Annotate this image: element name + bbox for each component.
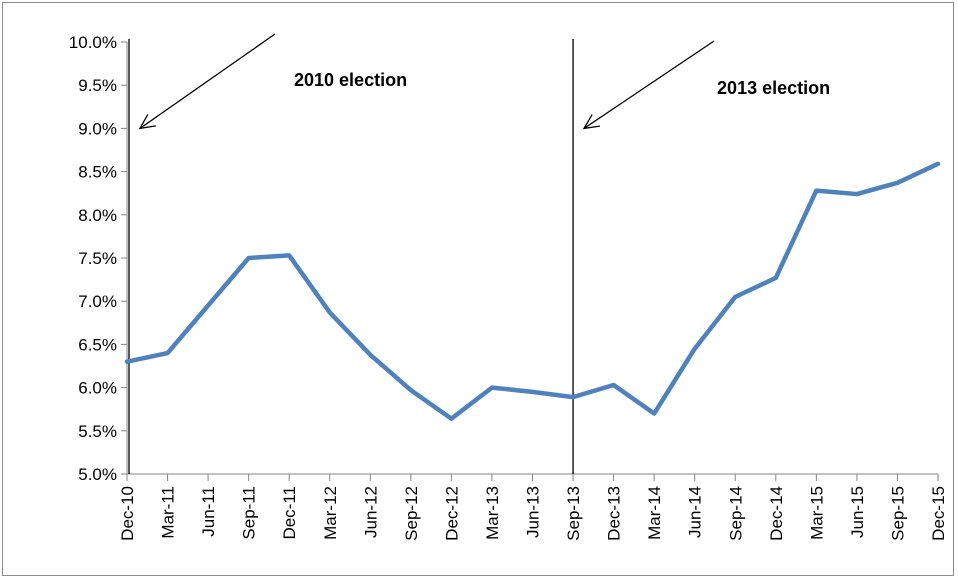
y-tick-label: 7.0% [78,292,117,311]
annotations: 2010 election 2013 election [138,33,830,130]
annotation-label: 2013 election [717,78,830,98]
y-tick-label: 9.5% [78,76,117,95]
x-tick-label: Dec-11 [280,486,299,540]
annotation-arrow [583,40,715,129]
y-axis-ticks: 5.0% 5.5% 6.0% 6.5% 7.0% 7.5% 8.0% 8.5% 9.0% 9.5%… [69,33,127,484]
annotation-arrowhead [582,114,600,130]
x-tick-label: Dec-12 [442,486,461,541]
annotation-arrowhead [138,114,156,130]
x-tick-label: Mar-14 [645,486,664,540]
x-tick-label: Dec-10 [118,486,137,541]
y-tick-label: 5.0% [78,465,117,484]
x-tick-label: Sep-11 [240,486,259,540]
x-tick-label: Sep-15 [888,486,907,541]
x-tick-label: Jun-11 [199,486,218,537]
x-tick-label: Dec-15 [929,486,948,541]
x-tick-label: Sep-13 [564,486,583,541]
y-tick-label: 5.5% [78,422,117,441]
x-tick-label: Mar-11 [159,486,178,539]
x-tick-label: Dec-14 [767,486,786,541]
event-lines [128,39,574,474]
x-tick-label: Sep-14 [726,486,745,541]
y-tick-label: 10.0% [69,33,117,52]
y-tick-label: 8.5% [78,163,117,182]
x-tick-label: Jun-12 [361,486,380,538]
y-tick-label: 7.5% [78,249,117,268]
y-tick-label: 6.0% [78,379,117,398]
series-line [124,161,941,421]
x-tick-label: Dec-13 [605,486,624,541]
x-tick-label: Mar-12 [321,486,340,540]
y-tick-label: 8.0% [78,206,117,225]
series-layer [124,161,941,421]
x-tick-label: Jun-14 [686,486,705,538]
y-tick-label: 9.0% [78,119,117,138]
line-chart: 5.0% 5.5% 6.0% 6.5% 7.0% 7.5% 8.0% 8.5% 9.0% 9.5%… [69,33,948,541]
x-axis-ticks: Dec-10 Mar-11 Jun-11 Sep-11 Dec-11 Mar-12 Jun-… [118,474,948,541]
y-tick-label: 6.5% [78,335,117,354]
annotation-label: 2010 election [294,70,407,90]
x-tick-label: Jun-13 [524,486,543,538]
x-tick-label: Jun-15 [848,486,867,538]
x-tick-label: Sep-12 [402,486,421,541]
annotation-arrow [139,33,276,129]
x-tick-label: Mar-13 [483,486,502,540]
x-tick-label: Mar-15 [807,486,826,540]
